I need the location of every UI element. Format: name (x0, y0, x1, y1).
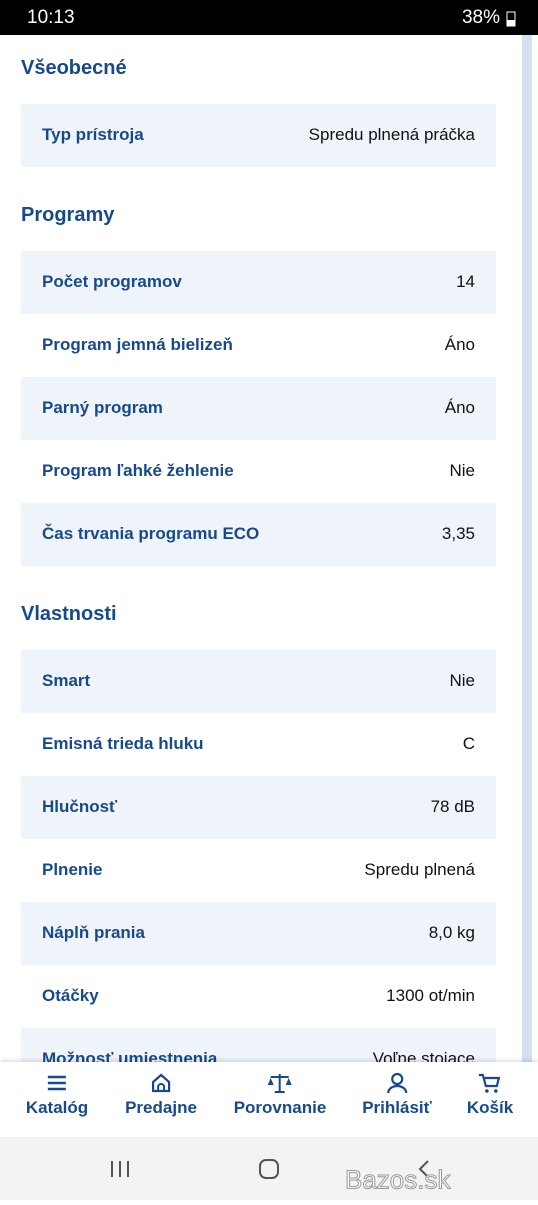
spec-label: Plnenie (42, 860, 103, 879)
spec-label: Otáčky (42, 986, 99, 1005)
spec-label: Hlučnosť (42, 797, 118, 816)
spec-value: 1300 ot/min (386, 986, 475, 1005)
icon (478, 1073, 501, 1093)
nav-label: Prihlásiť (362, 1098, 432, 1117)
spec-row: Plnenie Spredu plnená (21, 839, 496, 902)
spec-label: Program ľahké žehlenie (42, 461, 234, 480)
spec-label: Emisná trieda hluku (42, 734, 204, 753)
battery: 38% (461, 7, 500, 28)
spec-value: Spredu plnená (364, 860, 475, 879)
section-title: Všeobecné (21, 57, 127, 79)
spec-row: Typ prístroja Spredu plnená práčka (21, 104, 496, 167)
spec-label: Program jemná bielizeň (42, 335, 233, 354)
spec-row: Hlučnosť 78 dB (21, 776, 496, 839)
section-title: Programy (21, 204, 115, 226)
spec-value: Voľne stojace (372, 1049, 475, 1062)
bottom-nav: Katalóg Predajne Porovnanie Prihlásiť Ko… (0, 1062, 538, 1137)
spec-value: Nie (449, 671, 475, 690)
nav-label: Košík (466, 1098, 514, 1117)
icon (151, 1073, 171, 1093)
spec-row: Náplň prania 8,0 kg (21, 902, 496, 965)
nav-login[interactable]: Prihlásiť (362, 1072, 432, 1118)
watermark: Bazos.sk (345, 1164, 451, 1195)
spec-row: Parný program Áno (21, 377, 496, 440)
spec-value: Spredu plnená práčka (308, 125, 475, 144)
spec-row: Program jemná bielizeň Áno (21, 314, 496, 377)
spec-row: Počet programov 14 (21, 251, 496, 314)
nav-label: Porovnanie (233, 1098, 327, 1117)
nav-label: Katalóg (25, 1098, 89, 1117)
spec-label: Možnosť umiestnenia (42, 1049, 218, 1062)
spec-label: Náplň prania (42, 923, 145, 942)
section-title: Vlastnosti (21, 603, 117, 625)
spec-value: Nie (449, 461, 475, 480)
spec-row: Čas trvania programu ECO 3,35 (21, 503, 496, 566)
spec-row: Smart Nie (21, 650, 496, 713)
system-buttons (111, 1159, 429, 1179)
spec-value: C (462, 734, 475, 753)
battery-icon (506, 11, 516, 27)
spec-label: Typ prístroja (42, 125, 144, 144)
spec-label: Parný program (42, 398, 163, 417)
spec-label: Smart (42, 671, 91, 690)
spec-row: Možnosť umiestnenia Voľne stojace (21, 1028, 496, 1062)
spec-row: Program ľahké žehlenie Nie (21, 440, 496, 503)
nav-catalog[interactable]: Katalóg (26, 1072, 88, 1118)
time: 10:13 (27, 7, 75, 28)
spec-row: Emisná trieda hluku C (21, 713, 496, 776)
scrollbar (522, 35, 532, 1062)
content: Všeobecné Typ prístroja Spredu plnená práč… (0, 35, 538, 1062)
system-nav (0, 1137, 538, 1200)
spec-value: 14 (456, 272, 475, 291)
spec-label: Počet programov (42, 272, 182, 291)
spec-value: 78 dB (430, 797, 475, 816)
spec-value: 8,0 kg (428, 923, 475, 942)
nav-label: Predajne (125, 1098, 197, 1117)
spec-label: Čas trvania programu ECO (42, 524, 260, 543)
icon (268, 1074, 292, 1093)
spec-value: Áno (444, 335, 475, 354)
icon (48, 1075, 66, 1091)
spec-value: 3,35 (441, 524, 475, 543)
spec-row: Otáčky 1300 ot/min (21, 965, 496, 1028)
nav-cart[interactable]: Košík (467, 1072, 513, 1118)
nav-compare[interactable]: Porovnanie (233, 1072, 327, 1118)
icon (386, 1072, 408, 1094)
nav-stores[interactable]: Predajne (125, 1072, 197, 1118)
spec-value: Áno (444, 398, 475, 417)
status-bar: 10:13 38% (0, 0, 538, 35)
